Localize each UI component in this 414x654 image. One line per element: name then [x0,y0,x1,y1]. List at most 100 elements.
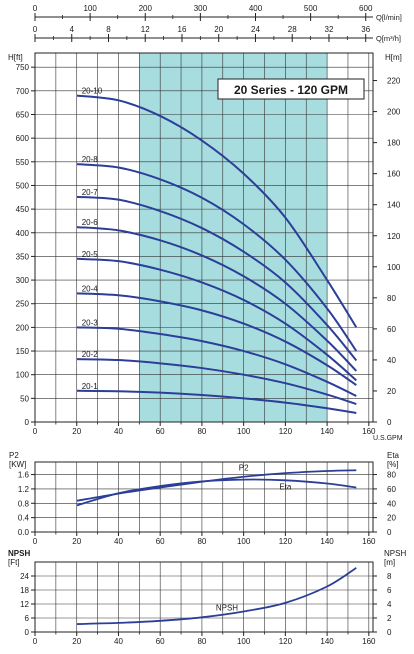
bottom-tick-label: 80 [197,537,206,546]
right-tick-label: 140 [387,201,401,210]
top-tick-label: 400 [249,4,263,13]
left-tick-label: 100 [16,371,30,380]
left-axis-label: H[ft] [8,53,23,62]
right-tick-label: 40 [387,356,396,365]
bottom-tick-label: 20 [72,537,81,546]
left-tick-label: 24 [20,572,29,581]
right-tick-label: 120 [387,232,401,241]
left-tick-label: 700 [16,87,30,96]
top-tick-label: 16 [178,25,187,34]
left-tick-label: 1.2 [18,485,30,494]
left-tick-label: 0.0 [18,528,30,537]
left-tick-label: 250 [16,300,30,309]
bottom-tick-label: 20 [72,637,81,646]
bottom-tick-label: 160 [362,427,376,436]
bottom-tick-label: 160 [362,537,376,546]
power-panel: 0.0 0.4 0.8 1.2 1.6 0 20 40 60 80 0 20 40 60 80 100 120 1… [9,451,400,546]
bottom-tick-label: 140 [320,637,334,646]
bottom-tick-label: 100 [237,637,251,646]
bottom-tick-label: 0 [33,427,38,436]
series-label-npsh: NPSH [216,603,238,612]
right-tick-label: 80 [387,471,396,480]
chart-title: 20 Series - 120 GPM [234,83,348,97]
left-tick-label: 200 [16,323,30,332]
head-curve-20-2 [76,358,357,405]
bottom-tick-label: 20 [72,427,81,436]
right-axis-label: Eta [387,451,400,460]
series-label-20-2: 20-2 [82,350,99,359]
left-tick-label: 0.4 [18,514,30,523]
bottom-tick-label: 60 [156,427,165,436]
head-curve-20-6 [76,226,358,372]
top-tick-label: 200 [139,4,153,13]
head-curve-20-5 [76,257,357,382]
right-tick-label: 20 [387,514,396,523]
series-label-20-7: 20-7 [82,188,99,197]
right-tick-label: 40 [387,499,396,508]
left-tick-label: 0.8 [18,499,30,508]
top-tick-label: 24 [251,25,260,34]
top-tick-label: 600 [359,4,373,13]
bottom-tick-label: 100 [237,427,251,436]
bottom-tick-label: 140 [320,427,334,436]
right-tick-label: 220 [387,77,401,86]
left-tick-label: 12 [20,600,29,609]
left-tick-label: 400 [16,229,30,238]
bottom-tick-label: 40 [114,637,123,646]
head-curve-20-10 [76,94,358,328]
top-axis-label: Q[m³/h] [376,34,401,43]
right-axis-label: H[m] [385,53,402,62]
bottom-tick-label: 0 [33,537,38,546]
series-label-20-3: 20-3 [82,318,99,327]
top-tick-label: 28 [288,25,297,34]
head-curve-20-1 [76,389,357,414]
bottom-tick-label: 120 [279,637,293,646]
right-tick-label: 0 [387,628,392,637]
bottom-tick-label: 80 [197,637,206,646]
bottom-axis-label: U.S.GPM [373,435,403,442]
top-axis-label: Q[l/min] [376,13,402,22]
series-label-20-1: 20-1 [82,382,99,391]
right-tick-label: 180 [387,139,401,148]
left-tick-label: 650 [16,111,30,120]
head-curve-20-4 [76,292,357,386]
head-curve-20-8 [76,163,358,352]
right-tick-label: 0 [387,418,392,427]
left-axis-label: P2 [9,451,19,460]
right-tick-label: 2 [387,614,392,623]
right-axis-unit: [%] [387,460,399,469]
left-tick-label: 6 [25,614,30,623]
bottom-tick-label: 160 [362,637,376,646]
left-tick-label: 150 [16,347,30,356]
left-tick-label: 0 [25,418,30,427]
right-tick-label: 80 [387,294,396,303]
top-tick-label: 12 [141,25,150,34]
series-label-eta: Eta [279,482,292,491]
left-tick-label: 50 [20,394,29,403]
right-axis-label: NPSH [384,549,406,558]
curve-npsh [76,567,357,625]
series-label-20-8: 20-8 [82,155,99,164]
bottom-tick-label: 80 [197,427,206,436]
right-tick-label: 4 [387,600,392,609]
bottom-tick-label: 120 [279,537,293,546]
head-panel: 0501001502002503003504004505005506006507… [8,4,403,442]
head-curve-20-3 [76,326,357,397]
top-tick-label: 0 [33,4,38,13]
left-tick-label: 0 [25,628,30,637]
top-tick-label: 20 [214,25,223,34]
bottom-tick-label: 120 [279,427,293,436]
top-tick-label: 500 [304,4,318,13]
right-tick-label: 100 [387,263,401,272]
bottom-tick-label: 0 [33,637,38,646]
series-label-20-5: 20-5 [82,250,99,259]
series-label-20-4: 20-4 [82,284,99,293]
right-tick-label: 0 [387,528,392,537]
npsh-frame [34,561,374,633]
curve-eta [76,478,357,507]
left-tick-label: 450 [16,205,30,214]
right-tick-label: 8 [387,572,392,581]
head-curve-20-7 [76,195,358,362]
top-tick-label: 36 [361,25,370,34]
